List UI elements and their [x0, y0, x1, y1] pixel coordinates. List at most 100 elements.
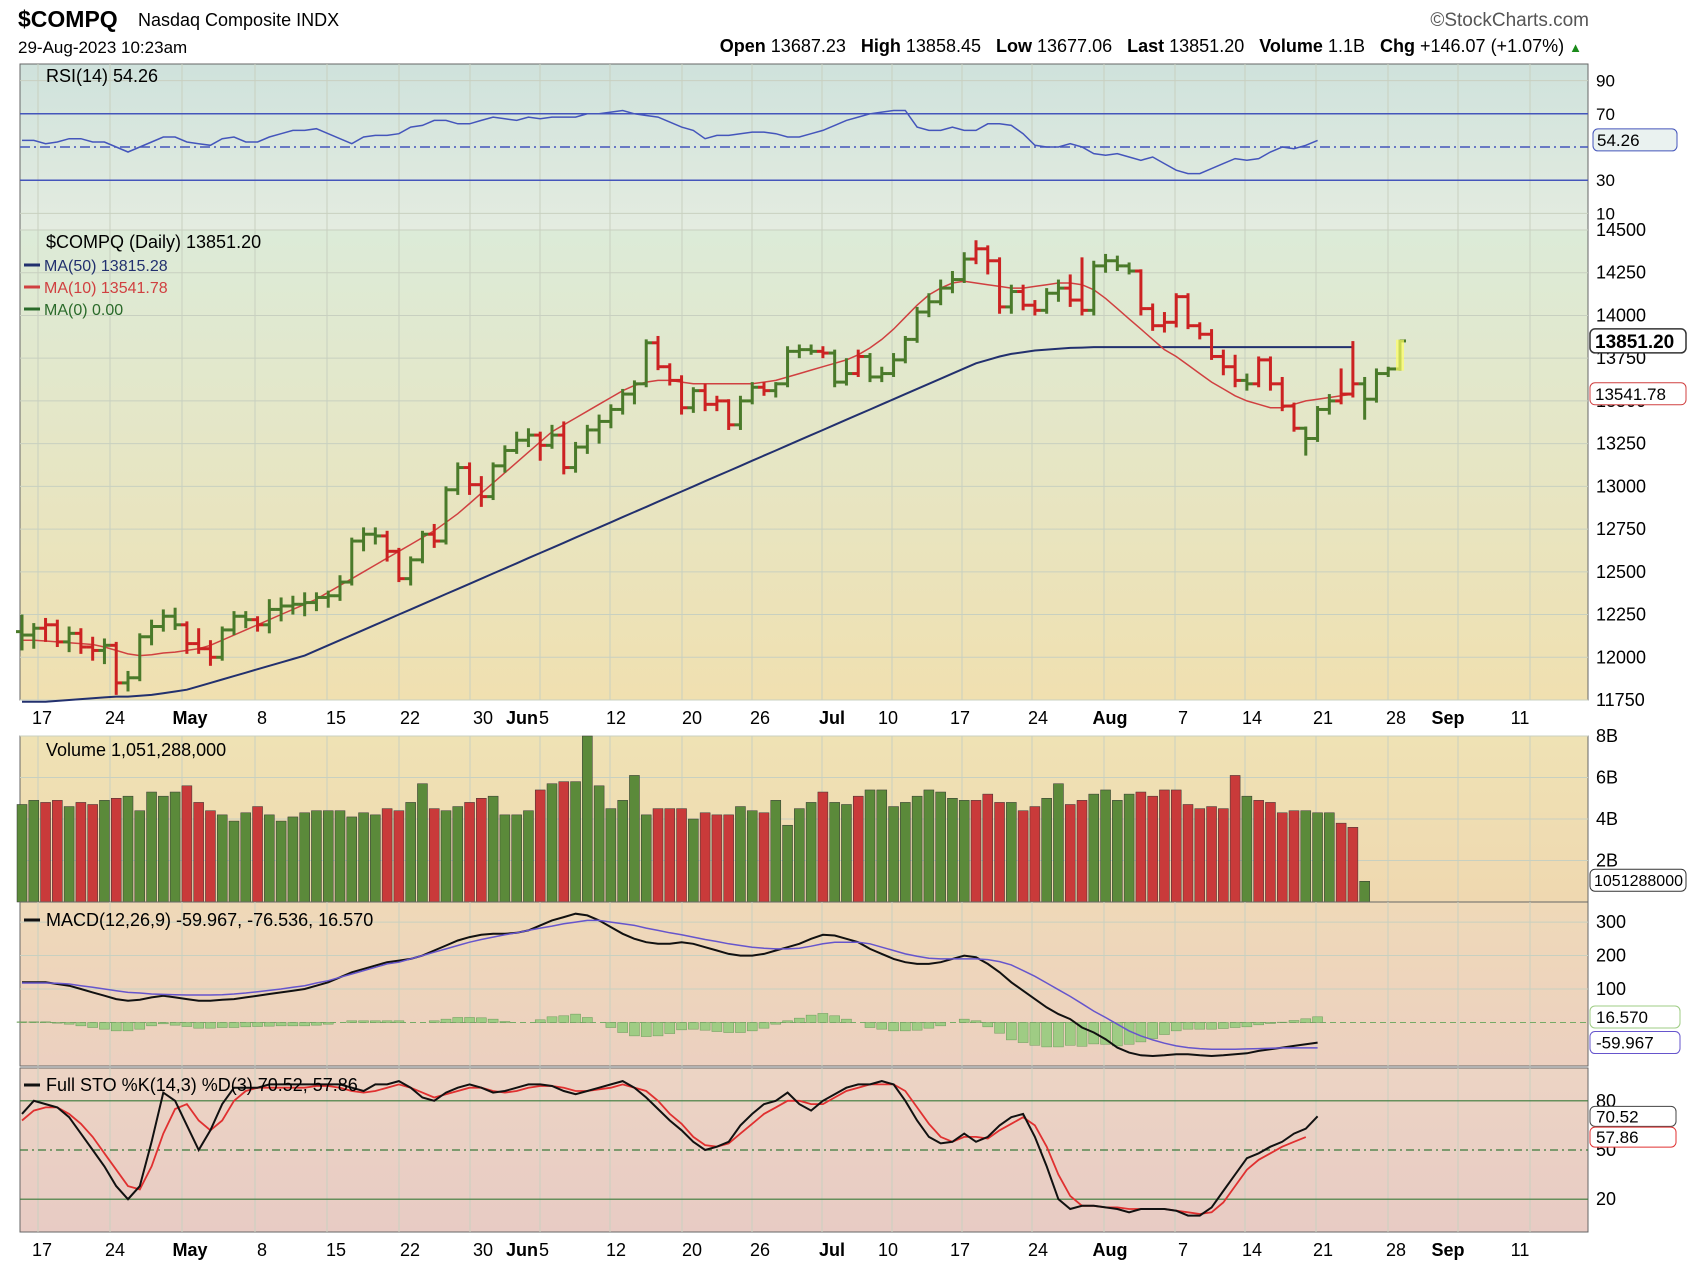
volume-bar — [640, 814, 652, 903]
ohlc-bar — [122, 670, 134, 692]
macd-histogram-bar — [181, 1022, 193, 1027]
volume-bar — [723, 814, 734, 903]
macd-histogram-bar — [841, 1018, 852, 1023]
exchange: INDX — [296, 10, 340, 30]
macd-histogram-bar — [16, 1021, 28, 1023]
ohlc-bar — [145, 619, 158, 646]
macd-histogram-bar — [911, 1022, 923, 1031]
x-tick-label: 26 — [750, 1240, 770, 1260]
volume-bar — [782, 824, 793, 903]
macd-histogram-bar — [923, 1022, 935, 1029]
macd-histogram-bar — [1053, 1022, 1064, 1048]
x-tick-label: 24 — [105, 708, 125, 728]
ohlc-bar — [663, 363, 676, 386]
ohlc-bar — [793, 344, 806, 359]
volume-bar — [1206, 806, 1217, 903]
high-value: 13858.45 — [905, 36, 981, 56]
x-tick-label: 14 — [1242, 708, 1262, 728]
brand-watermark[interactable]: ©StockCharts.com — [1430, 10, 1589, 31]
ohlc-bar — [487, 462, 500, 501]
macd-badge-box — [1589, 1031, 1681, 1055]
sto-badge-text: 57.86 — [1596, 1128, 1639, 1147]
chg-value: +146.07 (+1.07%) — [1420, 36, 1565, 56]
volume-bar — [711, 814, 723, 903]
x-tick-label: 11 — [1511, 708, 1530, 728]
volume-bar — [370, 814, 381, 903]
ohlc-bar — [864, 353, 876, 383]
price-tick: 12500 — [1596, 562, 1646, 582]
chg-label: Chg — [1379, 36, 1415, 56]
ohlc-bar — [345, 537, 358, 586]
volume-label: Volume — [1259, 36, 1323, 56]
x-tick-label: 10 — [878, 708, 898, 728]
macd-histogram-bar — [1206, 1022, 1217, 1030]
volume-bar — [1170, 789, 1182, 903]
volume-bar — [1300, 810, 1312, 903]
volume-bar — [841, 804, 852, 903]
macd-histogram-bar — [393, 1020, 405, 1023]
ohlc-bar — [1193, 322, 1206, 340]
ohlc-bar — [1370, 368, 1383, 403]
volume-bar — [1100, 789, 1111, 903]
ohlc-bar — [1382, 366, 1395, 377]
macd-histogram-bar — [1147, 1022, 1158, 1039]
ohlc-bar — [392, 547, 405, 583]
macd-histogram-bar — [558, 1015, 570, 1023]
macd-badge-text: 16.570 — [1596, 1008, 1648, 1027]
macd-histogram-bar — [1064, 1022, 1076, 1046]
macd-histogram-bar — [1135, 1022, 1147, 1043]
volume-bar — [994, 802, 1005, 903]
ohlc-bar — [958, 252, 971, 283]
macd-histogram-bar — [122, 1022, 134, 1032]
macd-histogram-bar — [935, 1022, 946, 1027]
volume-bar — [758, 812, 770, 903]
volume-bar — [852, 795, 864, 903]
macd-histogram-bar — [216, 1022, 228, 1028]
volume-bar — [958, 800, 970, 903]
ohlc-bar — [828, 349, 841, 388]
macd-histogram-bar — [487, 1018, 499, 1023]
volume-bar — [346, 816, 358, 903]
ohlc-bar — [98, 638, 111, 665]
macd-histogram-bar — [499, 1021, 511, 1023]
macd-histogram-bar — [228, 1022, 240, 1028]
ohlc-bar — [581, 424, 594, 454]
ohlc-bar — [1217, 349, 1230, 376]
ohlc-bar — [640, 339, 653, 388]
volume-bar — [947, 798, 958, 903]
rsi-title: RSI(14) 54.26 — [46, 66, 158, 86]
volume-bar — [735, 806, 746, 903]
price-tick: 13250 — [1596, 434, 1646, 454]
price-tick: 12750 — [1596, 519, 1646, 539]
macd-histogram-bar — [40, 1021, 51, 1023]
macd-histogram-bar — [146, 1022, 157, 1027]
volume-bar — [511, 814, 522, 903]
macd-histogram-bar — [63, 1022, 75, 1025]
volume-bar — [299, 812, 310, 903]
macd-badge: 16.570 — [1589, 1005, 1681, 1029]
ohlc-bar — [1311, 406, 1324, 442]
volume-bar — [381, 808, 393, 903]
macd-histogram-bar — [688, 1022, 699, 1030]
macd-histogram-bar — [582, 1017, 593, 1023]
last-value: 13851.20 — [1169, 36, 1245, 56]
volume-bar — [405, 802, 416, 903]
x-tick-label: Jun — [506, 1240, 538, 1260]
volume-badge: 1051288000 — [1589, 868, 1687, 892]
volume-bar — [146, 791, 157, 903]
ohlc-bar — [63, 626, 76, 653]
legend-entry: MA(10) 13541.78 — [44, 280, 168, 297]
macd-title: MACD(12,26,9) -59.967, -76.536, 16.570 — [46, 910, 373, 930]
macd-histogram-bar — [664, 1022, 676, 1034]
x-tick-label: Sep — [1431, 1240, 1464, 1260]
vol-tick: 8B — [1596, 726, 1618, 746]
volume-bar — [158, 795, 169, 903]
macd-histogram-bar — [1100, 1022, 1111, 1045]
volume-bar — [452, 806, 464, 903]
macd-histogram-bar — [1017, 1022, 1029, 1043]
volume-bar — [629, 775, 640, 903]
x-tick-label: 8 — [257, 1240, 267, 1260]
ohlc-bar — [451, 462, 464, 495]
